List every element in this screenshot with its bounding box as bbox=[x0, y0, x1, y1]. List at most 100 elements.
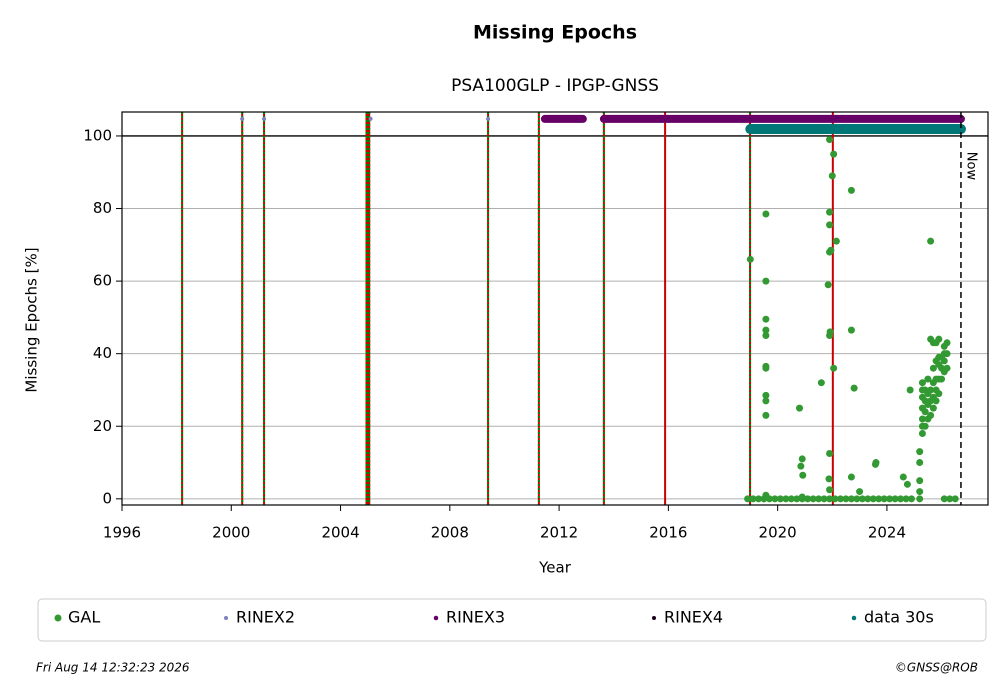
data-point bbox=[940, 495, 948, 503]
data-point bbox=[927, 411, 935, 419]
data-point bbox=[886, 495, 894, 503]
data-point bbox=[908, 495, 916, 503]
data-point bbox=[762, 315, 770, 323]
data-point bbox=[929, 404, 937, 412]
data-point bbox=[891, 495, 899, 503]
x-axis-label: Year bbox=[538, 559, 572, 577]
data-point bbox=[771, 495, 779, 503]
data-point bbox=[804, 495, 812, 503]
data-point bbox=[929, 364, 937, 372]
data-point bbox=[262, 116, 267, 121]
data-point bbox=[847, 326, 855, 334]
data-point bbox=[943, 364, 951, 372]
y-tick-label: 80 bbox=[93, 199, 112, 217]
data-point bbox=[826, 449, 834, 457]
data-point bbox=[916, 495, 924, 503]
data-point bbox=[826, 136, 834, 144]
data-point bbox=[776, 495, 784, 503]
data-point bbox=[836, 495, 844, 503]
data-point bbox=[762, 364, 770, 372]
data-point bbox=[762, 277, 770, 285]
data-point bbox=[847, 495, 855, 503]
legend-box bbox=[37, 598, 987, 642]
data-point bbox=[796, 404, 804, 412]
data-point bbox=[826, 328, 834, 336]
data-point bbox=[932, 397, 940, 405]
data-point bbox=[847, 473, 855, 481]
x-tick-label: 2012 bbox=[540, 524, 578, 542]
data-point bbox=[903, 480, 911, 488]
y-tick-label: 40 bbox=[93, 344, 112, 362]
data-point bbox=[856, 488, 864, 496]
data-point bbox=[918, 379, 926, 387]
plot-frame bbox=[121, 111, 989, 506]
data-point bbox=[902, 495, 910, 503]
x-tick-label: 2008 bbox=[431, 524, 469, 542]
data-point bbox=[940, 357, 948, 365]
data-point bbox=[864, 495, 872, 503]
data-point bbox=[906, 386, 914, 394]
data-point bbox=[797, 462, 805, 470]
x-tick-label: 2020 bbox=[759, 524, 797, 542]
data-point bbox=[918, 430, 926, 438]
legend-marker bbox=[433, 615, 439, 621]
x-tick-label: 2016 bbox=[649, 524, 687, 542]
data-point bbox=[847, 186, 855, 194]
data-point bbox=[858, 495, 866, 503]
data-point bbox=[815, 495, 823, 503]
legend-label: RINEX3 bbox=[446, 608, 505, 627]
data-point bbox=[921, 408, 929, 416]
data-point bbox=[842, 495, 850, 503]
legend-marker bbox=[851, 615, 857, 621]
data-point bbox=[927, 386, 935, 394]
data-point bbox=[828, 172, 836, 180]
data-point bbox=[762, 491, 770, 499]
legend-label: RINEX4 bbox=[664, 608, 723, 627]
data-point bbox=[826, 208, 834, 216]
data-point bbox=[486, 116, 491, 121]
x-tick-label: 2004 bbox=[321, 524, 359, 542]
data-point bbox=[809, 495, 817, 503]
data-point bbox=[918, 415, 926, 423]
data-point bbox=[799, 471, 807, 479]
data-point bbox=[762, 391, 770, 399]
legend-marker bbox=[54, 614, 62, 622]
data-point bbox=[938, 375, 946, 383]
data-point bbox=[832, 237, 840, 245]
data-point bbox=[869, 495, 877, 503]
now-label: Now bbox=[963, 152, 978, 181]
data-point bbox=[762, 411, 770, 419]
data-point bbox=[798, 493, 806, 501]
data-point bbox=[826, 221, 834, 229]
timestamp: Fri Aug 14 12:32:23 2026 bbox=[36, 661, 190, 675]
data-point bbox=[782, 495, 790, 503]
y-tick-label: 20 bbox=[93, 417, 112, 435]
data-point bbox=[943, 339, 951, 347]
legend-label: GAL bbox=[68, 608, 100, 627]
x-tick-label: 2000 bbox=[212, 524, 250, 542]
data-point bbox=[830, 150, 838, 158]
data-point bbox=[935, 390, 943, 398]
data-point bbox=[368, 116, 373, 121]
data-point bbox=[798, 455, 806, 463]
data-point bbox=[951, 495, 959, 503]
data-point bbox=[853, 495, 861, 503]
data-point bbox=[762, 332, 770, 340]
data-point bbox=[793, 495, 801, 503]
data-point bbox=[744, 495, 752, 503]
data-point bbox=[871, 460, 879, 468]
data-point bbox=[880, 495, 888, 503]
data-point bbox=[820, 495, 828, 503]
data-point bbox=[946, 495, 954, 503]
legend-marker bbox=[224, 616, 228, 620]
data-point bbox=[935, 335, 943, 343]
data-point bbox=[762, 210, 770, 218]
data-point bbox=[916, 448, 924, 456]
data-point bbox=[240, 116, 245, 121]
data-point bbox=[830, 364, 838, 372]
data-point bbox=[826, 486, 834, 494]
data-point bbox=[746, 255, 754, 263]
data-point bbox=[916, 477, 924, 485]
data-point bbox=[924, 375, 932, 383]
data-point bbox=[755, 495, 763, 503]
